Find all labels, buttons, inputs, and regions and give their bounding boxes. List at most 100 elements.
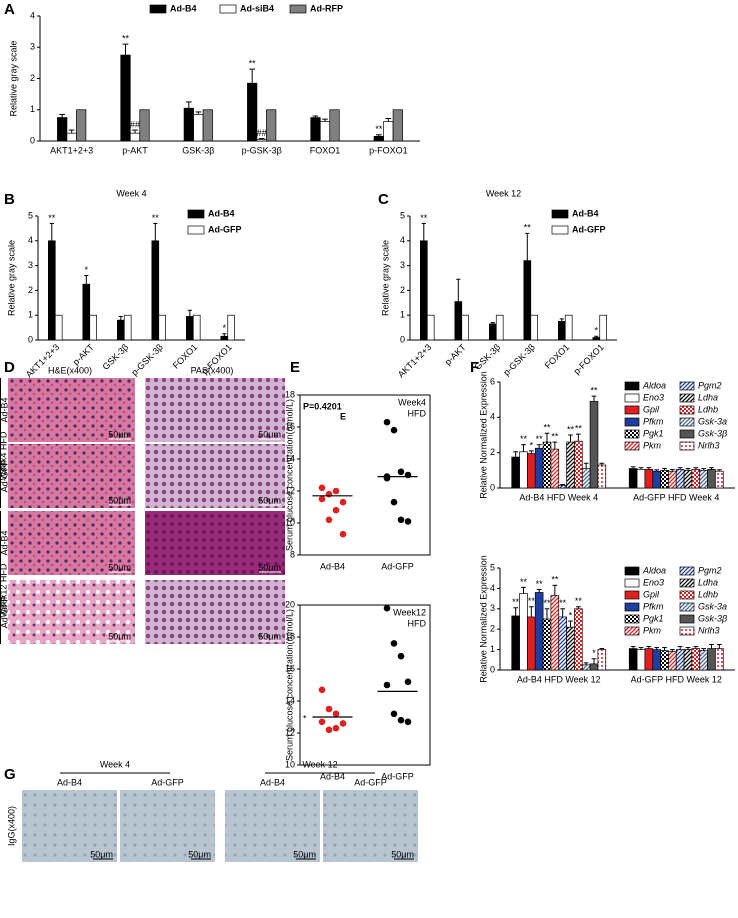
data-point [318,718,326,726]
bar [310,117,321,142]
y-tick-label: 14 [285,695,295,705]
y-tick-label: 3 [490,603,495,613]
y-tick-label: 20 [285,599,295,609]
x-tick-label: p-FOXO1 [572,342,606,376]
significance-marker: * [223,323,227,333]
y-tick-label: 5 [400,210,405,220]
x-tick-label: FOXO1 [310,145,341,155]
week-label: Week 4 [100,759,130,769]
row-label: IgG(x400) [6,806,16,846]
bar [534,592,544,671]
scale-bar-label: 50μm [258,429,281,439]
data-point [332,724,340,732]
bar [129,132,141,142]
significance-marker: ** [559,598,567,608]
bar [57,117,68,142]
y-tick-label: 2 [28,285,33,295]
bar [668,470,677,489]
legend-label: Ldhb [698,404,718,414]
x-tick-label: GSK-3β [182,145,214,155]
legend-label: Ldha [698,392,718,402]
data-point [397,468,405,476]
scale-bar-label: 50μm [258,495,281,505]
y-tick-label: 4 [30,10,35,20]
bar [683,649,693,671]
bar [668,651,677,671]
bar [566,441,575,489]
legend-swatch [679,405,695,415]
bar [628,468,638,489]
row-label: Ad-GFP [0,460,9,493]
data-point [339,720,347,727]
data-point [390,640,398,647]
legend-swatch [551,225,569,235]
bar [566,626,575,671]
legend-swatch [149,4,167,14]
y-tick-label: 3 [28,260,33,270]
x-tick-label: Ad-GFP HFD Week 4 [633,492,719,502]
legend-swatch [624,429,640,439]
panel-label: G [4,766,16,783]
significance-marker: ** [551,431,559,441]
bar [558,616,567,671]
bar [116,319,125,341]
bar [699,469,708,489]
legend-swatch [624,578,640,588]
y-tick-label: 4 [400,235,405,245]
legend-swatch [679,626,695,636]
data-point [318,686,326,694]
data-point [339,530,347,538]
y-tick-label: 16 [285,421,295,431]
scale-bar-label: 50μm [258,631,281,641]
y-axis-title: Relative Normalized Expression [478,555,488,683]
y-tick-label: 3 [400,260,405,270]
legend-swatch [679,590,695,600]
significance-marker: * [592,648,596,658]
legend-label: Ldha [698,577,718,587]
igg-image [22,790,117,862]
y-tick-label: 1 [400,310,405,320]
bar [592,337,601,341]
legend-swatch [679,578,695,588]
legend-swatch [624,405,640,415]
legend-swatch [679,393,695,403]
y-axis-title: Serum glucose concentration(mmol/L) [284,399,294,551]
bar [707,648,716,671]
bar [247,82,258,142]
x-tick-label: p-GSK-3β [129,342,164,377]
legend-label: Pkm [643,440,662,450]
x-tick-label: Ad-GFP [381,771,414,781]
column-header: Ad-GFP [151,777,184,787]
bar [220,335,229,341]
legend-label: Pgm2 [698,380,722,390]
chart-title: HFD [408,618,427,628]
scale-bar-label: 50μm [90,849,113,859]
legend-label: Eno3 [643,392,664,402]
chart-title: Week12 [393,607,426,617]
legend-swatch [679,429,695,439]
significance-marker: ## [257,128,267,138]
bar [675,469,685,489]
bar [82,283,91,341]
legend-label: Ad-siB4 [240,3,274,13]
scale-bar-label: 50μm [108,562,131,572]
data-point [404,718,412,726]
chart-title: HFD [408,408,427,418]
bar [373,135,384,142]
significance-marker: ** [249,59,257,69]
data-point [332,487,340,495]
bar [652,649,661,671]
significance-marker: ** [575,596,583,606]
significance-marker: * [303,713,307,723]
bar [628,648,638,671]
data-point [404,471,412,479]
y-axis-title: Serum glucose concentration(mmol/L) [284,609,294,761]
significance-marker: ** [152,213,160,223]
x-tick-label: Ad-GFP HFD Week 12 [631,674,722,684]
data-point [332,506,340,514]
bar [550,595,560,671]
bar [192,314,201,341]
bar [527,453,536,489]
data-point [325,516,333,524]
